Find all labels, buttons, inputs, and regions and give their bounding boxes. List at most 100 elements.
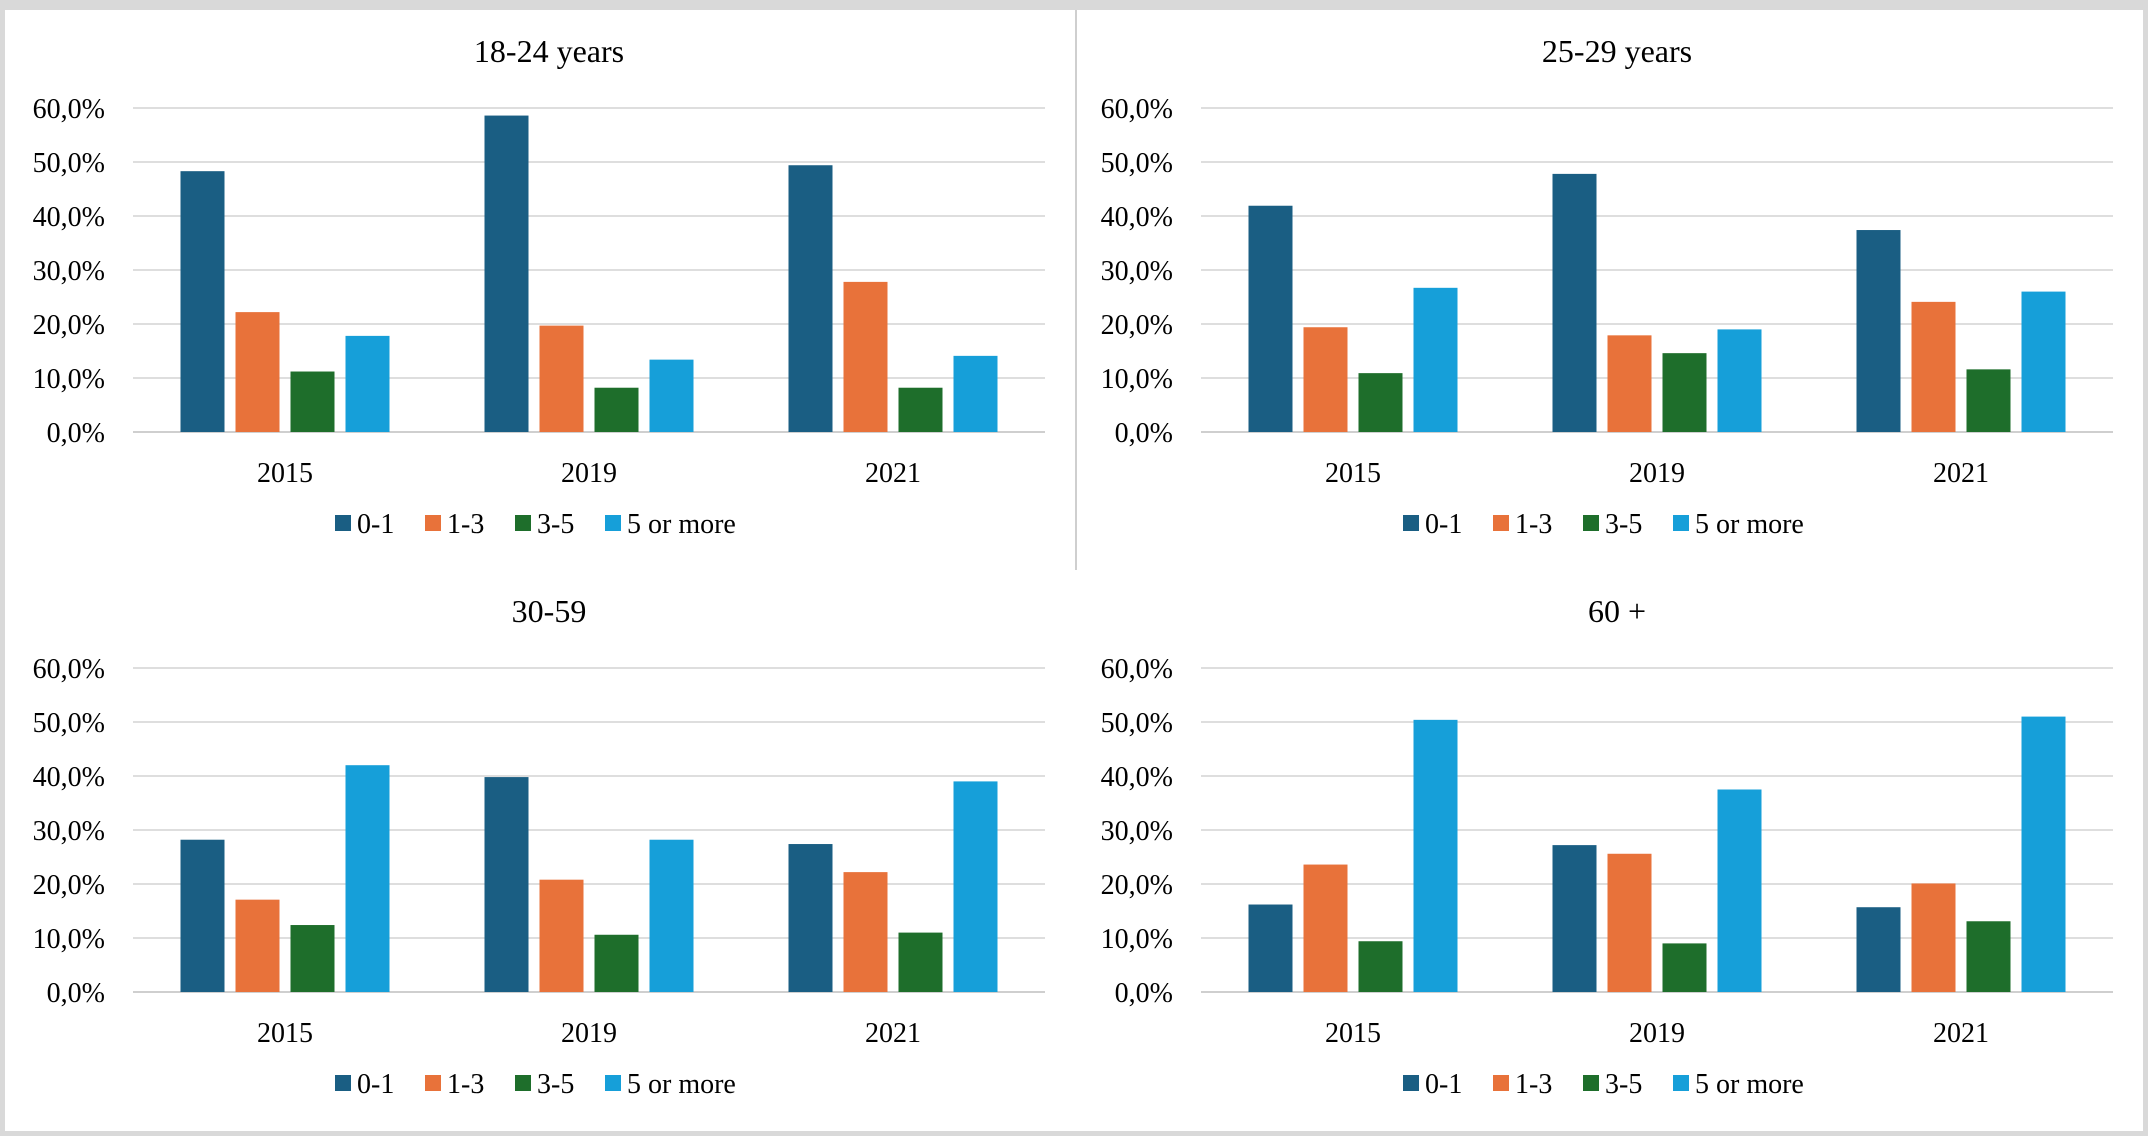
bar-0-1-2021 (788, 165, 833, 433)
bar-3-5-2021 (898, 932, 943, 992)
bar-5-or-more-2021 (2021, 291, 2066, 432)
legend-swatch (335, 515, 351, 531)
bar-5-or-more-2019 (649, 839, 694, 992)
y-tick-label: 20,0% (1101, 310, 1173, 341)
y-tick-label: 0,0% (47, 418, 105, 449)
charts-svg: 18-24 years 0,0% 10,0% 20,0% 30,0% 40,0% 50,0%… (33, 33, 2113, 1100)
legend-swatch (1493, 515, 1509, 531)
x-tick-label: 2015 (1325, 458, 1381, 489)
legend-label: 3-5 (1605, 1069, 1642, 1100)
panel-divider (1075, 10, 1077, 570)
bar-0-1-2019 (484, 777, 529, 992)
bar-0-1-2019 (1552, 173, 1597, 432)
legend-swatch (1673, 515, 1689, 531)
legend-label: 1-3 (1515, 1069, 1552, 1100)
y-tick-label: 50,0% (1101, 148, 1173, 179)
legend-swatch (515, 1075, 531, 1091)
y-tick-label: 10,0% (33, 364, 105, 395)
x-tick-label: 2019 (1629, 1018, 1685, 1049)
bar-1-3-2019 (539, 325, 584, 432)
y-tick-label: 0,0% (1115, 978, 1173, 1009)
legend-label: 0-1 (357, 1069, 394, 1100)
bar-5-or-more-2021 (2021, 716, 2066, 992)
y-tick-label: 40,0% (33, 202, 105, 233)
bar-0-1-2015 (180, 171, 225, 432)
y-tick-label: 60,0% (33, 94, 105, 125)
chart-title: 60 + (1588, 593, 1646, 629)
bar-0-1-2015 (1248, 904, 1293, 992)
y-tick-label: 10,0% (33, 924, 105, 955)
bar-3-5-2015 (1358, 941, 1403, 992)
y-tick-label: 60,0% (33, 654, 105, 685)
bar-5-or-more-2015 (1413, 287, 1458, 432)
bar-3-5-2015 (290, 371, 335, 432)
bar-0-1-2019 (484, 115, 529, 432)
legend-label: 0-1 (1425, 509, 1462, 540)
bar-1-3-2019 (1607, 335, 1652, 432)
x-tick-label: 2019 (561, 458, 617, 489)
legend-swatch (1583, 515, 1599, 531)
bar-3-5-2015 (1358, 373, 1403, 432)
legend-swatch (1403, 1075, 1419, 1091)
bar-5-or-more-2019 (1717, 789, 1762, 992)
legend-label: 3-5 (537, 509, 574, 540)
x-tick-label: 2021 (1933, 1018, 1989, 1049)
x-tick-label: 2019 (1629, 458, 1685, 489)
bar-1-3-2019 (539, 879, 584, 992)
legend-swatch (425, 1075, 441, 1091)
bar-1-3-2015 (235, 899, 280, 992)
x-tick-label: 2015 (257, 1018, 313, 1049)
bar-1-3-2021 (1911, 301, 1956, 432)
legend-label: 0-1 (357, 509, 394, 540)
bar-3-5-2019 (1662, 943, 1707, 992)
y-tick-label: 60,0% (1101, 94, 1173, 125)
y-tick-label: 50,0% (33, 708, 105, 739)
bar-3-5-2021 (1966, 921, 2011, 992)
legend-label: 5 or more (1695, 1069, 1804, 1100)
legend-swatch (335, 1075, 351, 1091)
bar-5-or-more-2019 (1717, 329, 1762, 432)
legend-label: 3-5 (537, 1069, 574, 1100)
y-tick-label: 30,0% (1101, 816, 1173, 847)
y-tick-label: 10,0% (1101, 364, 1173, 395)
legend-label: 1-3 (447, 509, 484, 540)
bar-3-5-2015 (290, 925, 335, 992)
bar-5-or-more-2021 (953, 781, 998, 992)
bar-0-1-2015 (180, 839, 225, 992)
y-tick-label: 40,0% (33, 762, 105, 793)
bar-1-3-2021 (1911, 883, 1956, 992)
bar-5-or-more-2019 (649, 359, 694, 432)
x-tick-label: 2021 (865, 458, 921, 489)
bar-0-1-2021 (1856, 230, 1901, 432)
bar-5-or-more-2015 (345, 335, 390, 432)
legend-label: 5 or more (627, 1069, 736, 1100)
legend-swatch (1583, 1075, 1599, 1091)
bar-1-3-2015 (1303, 864, 1348, 992)
x-tick-label: 2019 (561, 1018, 617, 1049)
bar-5-or-more-2021 (953, 355, 998, 432)
x-tick-label: 2015 (1325, 1018, 1381, 1049)
legend-label: 0-1 (1425, 1069, 1462, 1100)
y-tick-label: 30,0% (33, 816, 105, 847)
bar-3-5-2019 (1662, 353, 1707, 432)
y-tick-label: 40,0% (1101, 762, 1173, 793)
chart-title: 18-24 years (474, 33, 624, 69)
bar-1-3-2015 (1303, 327, 1348, 432)
legend-label: 5 or more (1695, 509, 1804, 540)
legend-label: 3-5 (1605, 509, 1642, 540)
chart-canvas: 18-24 years 0,0% 10,0% 20,0% 30,0% 40,0% 50,0%… (5, 10, 2143, 1131)
legend-swatch (515, 515, 531, 531)
bar-3-5-2019 (594, 934, 639, 992)
bar-5-or-more-2015 (345, 765, 390, 992)
y-tick-label: 20,0% (1101, 870, 1173, 901)
bar-1-3-2019 (1607, 853, 1652, 992)
y-tick-label: 0,0% (1115, 418, 1173, 449)
bar-3-5-2019 (594, 387, 639, 432)
y-tick-label: 50,0% (33, 148, 105, 179)
chart-title: 25-29 years (1542, 33, 1692, 69)
legend-swatch (425, 515, 441, 531)
legend-swatch (1493, 1075, 1509, 1091)
bar-0-1-2015 (1248, 205, 1293, 432)
y-tick-label: 30,0% (33, 256, 105, 287)
x-tick-label: 2015 (257, 458, 313, 489)
